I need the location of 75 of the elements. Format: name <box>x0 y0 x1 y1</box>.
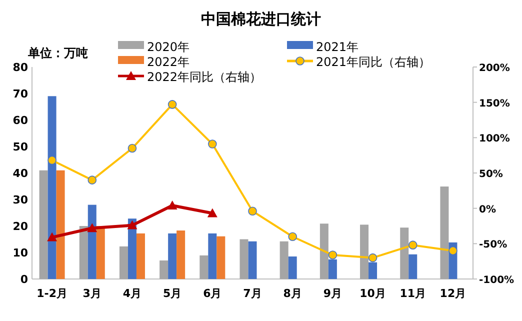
y-tick-label: 20 <box>12 220 28 233</box>
y-tick-label: 30 <box>12 194 28 206</box>
y2-tick-label: 0% <box>479 204 496 216</box>
bar <box>119 246 128 279</box>
y2-tick-label: 200% <box>479 63 510 74</box>
y-tick-label: 70 <box>12 88 28 100</box>
x-tick-label: 7月 <box>243 287 262 300</box>
point <box>127 220 138 230</box>
y-tick-label: 80 <box>12 61 28 74</box>
y-tick-label: 10 <box>12 246 28 260</box>
bar <box>320 224 328 279</box>
point <box>288 232 297 241</box>
bar <box>360 224 369 279</box>
point <box>48 156 56 165</box>
x-tick-label: 9月 <box>323 287 342 300</box>
bar <box>408 254 418 279</box>
point <box>168 100 177 109</box>
legend-label: 2021年 <box>316 40 359 54</box>
bar <box>280 241 288 279</box>
y2-tick-label: 50% <box>479 169 503 180</box>
y2-tick-label: -100% <box>479 275 514 286</box>
y-tick-label: 50 <box>12 140 28 154</box>
bar <box>240 239 248 279</box>
y2-tick-label: -50% <box>479 240 508 251</box>
bar <box>400 228 409 279</box>
point <box>408 240 418 250</box>
x-tick-label: 6月 <box>203 287 222 300</box>
bar <box>328 259 337 279</box>
y2-tick-label: 150% <box>479 98 510 110</box>
y-tick-label: 40 <box>12 167 28 180</box>
point <box>328 250 338 260</box>
point <box>248 206 257 216</box>
bar <box>288 256 297 279</box>
y2-tick-label: 100% <box>479 134 510 145</box>
point <box>88 176 97 184</box>
bar <box>200 255 208 279</box>
point <box>167 200 178 210</box>
x-tick-label: 4月 <box>122 287 142 300</box>
bar <box>368 262 378 279</box>
x-tick-label: 1-2月 <box>36 287 68 300</box>
legend-label: 2021年同比（右轴） <box>316 55 431 69</box>
bar <box>248 241 257 279</box>
y-tick-label: 60 <box>12 114 28 127</box>
point <box>128 144 137 153</box>
bar <box>88 204 96 279</box>
point <box>368 253 378 262</box>
point <box>207 208 218 218</box>
bar <box>160 260 168 279</box>
x-tick-label: 10月 <box>360 287 386 300</box>
point <box>47 232 58 242</box>
bar <box>208 233 217 279</box>
point <box>87 223 98 232</box>
x-tick-label: 5月 <box>162 287 182 300</box>
point <box>448 246 458 256</box>
point <box>208 140 217 148</box>
x-tick-label: 11月 <box>400 287 426 300</box>
chart-title: 中国棉花进口统计 <box>201 10 321 28</box>
x-tick-label: 8月 <box>283 287 302 300</box>
legend-label: 2022年 <box>147 55 190 69</box>
legend-label: 2020年 <box>147 40 190 54</box>
bar <box>168 233 177 279</box>
x-tick-label: 3月 <box>82 287 102 300</box>
x-tick-label: 12月 <box>440 287 466 300</box>
bar <box>56 170 65 279</box>
bar <box>216 236 226 279</box>
bar <box>96 226 105 279</box>
bar <box>39 170 48 279</box>
bar <box>440 186 449 279</box>
bar <box>136 233 145 279</box>
text: 单位：万吨 <box>27 46 88 60</box>
bar <box>176 230 186 279</box>
legend-label: 2022年同比（右轴） <box>147 70 262 84</box>
bar <box>48 96 56 279</box>
bar <box>79 226 88 279</box>
y-tick-label: 0 <box>20 273 28 286</box>
